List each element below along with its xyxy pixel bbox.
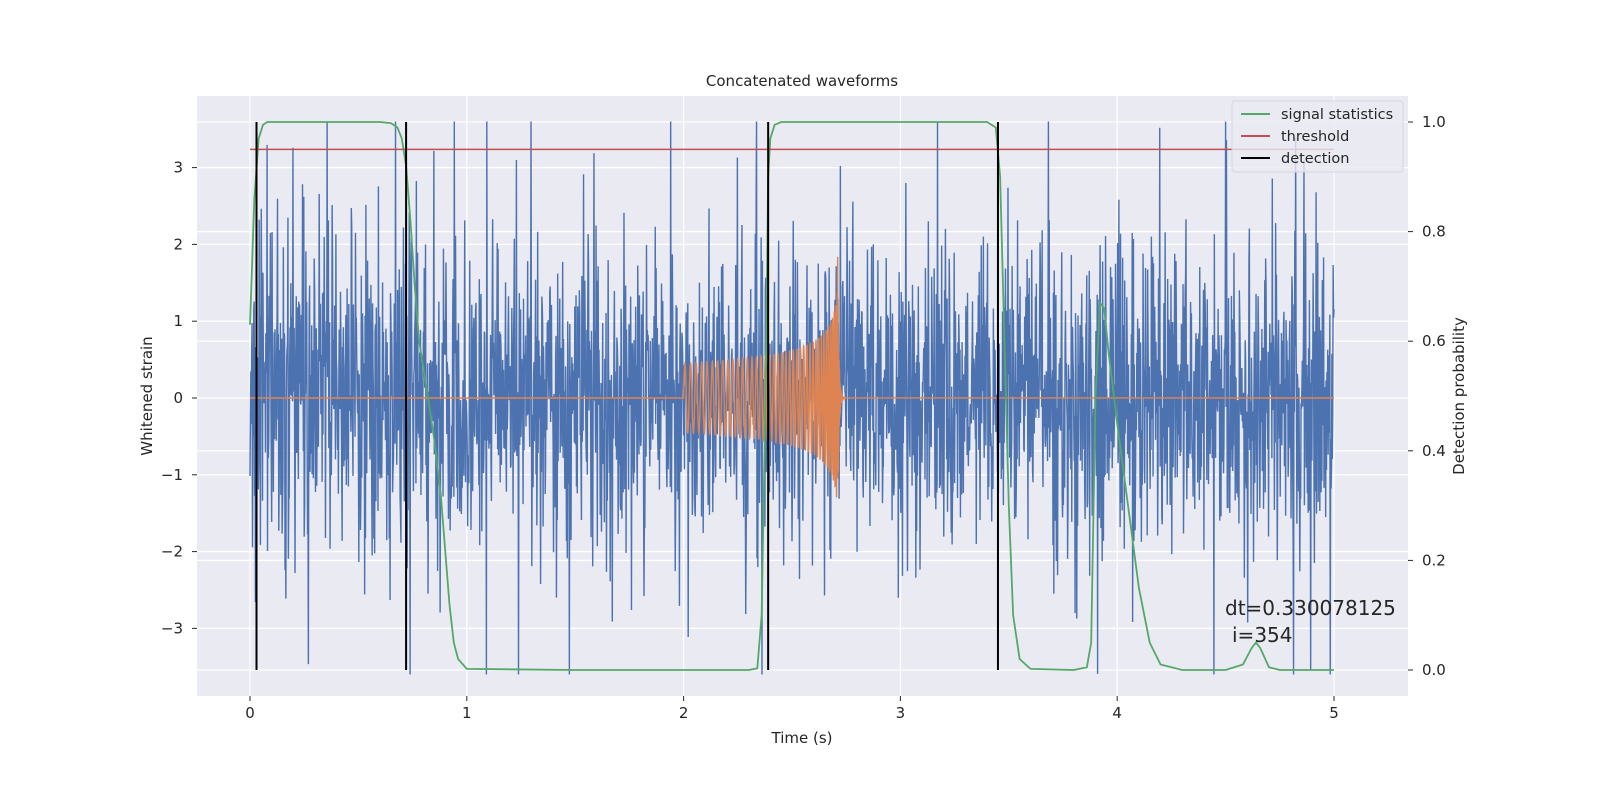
y-right-tick-label: 0.8: [1422, 223, 1446, 241]
y-axis-label-left: Whitened strain: [138, 336, 156, 455]
legend-label-signal-statistics: signal statistics: [1281, 107, 1393, 123]
y-axis-label-right: Detection probability: [1450, 317, 1468, 475]
series-injected-waveform: [250, 256, 1335, 498]
y-right-tick-label: 0.0: [1422, 661, 1446, 679]
y-right-tick-label: 0.4: [1422, 442, 1446, 460]
legend-label-threshold: threshold: [1281, 129, 1349, 145]
x-tick-label: 1: [462, 704, 472, 722]
y-right-tick-label: 1.0: [1422, 113, 1446, 131]
x-tick-label: 0: [245, 704, 255, 722]
y-left-tick-label: 1: [173, 312, 183, 330]
x-tick-label: 5: [1329, 704, 1339, 722]
y-left-tick-label: −1: [161, 466, 183, 484]
x-tick-label: 2: [679, 704, 689, 722]
x-tick-label: 4: [1112, 704, 1122, 722]
y-right-tick-label: 0.6: [1422, 332, 1446, 350]
legend-label-detection: detection: [1281, 151, 1349, 167]
series-layer: [249, 121, 1335, 675]
series-whitened-strain: [249, 121, 1335, 675]
axes: 0 1 2 3 4 5 −3 −2 −1 0 1 2 3 0.0 0.2 0.4 0.6 0.8 1.0: [161, 113, 1446, 722]
y-left-tick-label: −3: [161, 619, 183, 637]
y-left-tick-label: 3: [173, 159, 183, 177]
x-tick-label: 3: [896, 704, 906, 722]
annotation-dt: dt=0.330078125: [1225, 596, 1396, 620]
y-left-tick-label: 2: [173, 235, 183, 253]
series-signal-statistics: [249, 121, 1334, 671]
annotation-index: i=354: [1232, 623, 1293, 647]
chart-title: Concatenated waveforms: [706, 72, 898, 90]
y-left-tick-label: 0: [173, 389, 183, 407]
x-axis-label: Time (s): [771, 729, 833, 747]
legend-box: [1231, 100, 1404, 173]
y-right-tick-label: 0.2: [1422, 551, 1446, 569]
legend: signal statistics threshold detection: [1231, 100, 1404, 173]
y-left-tick-label: −2: [161, 543, 183, 561]
